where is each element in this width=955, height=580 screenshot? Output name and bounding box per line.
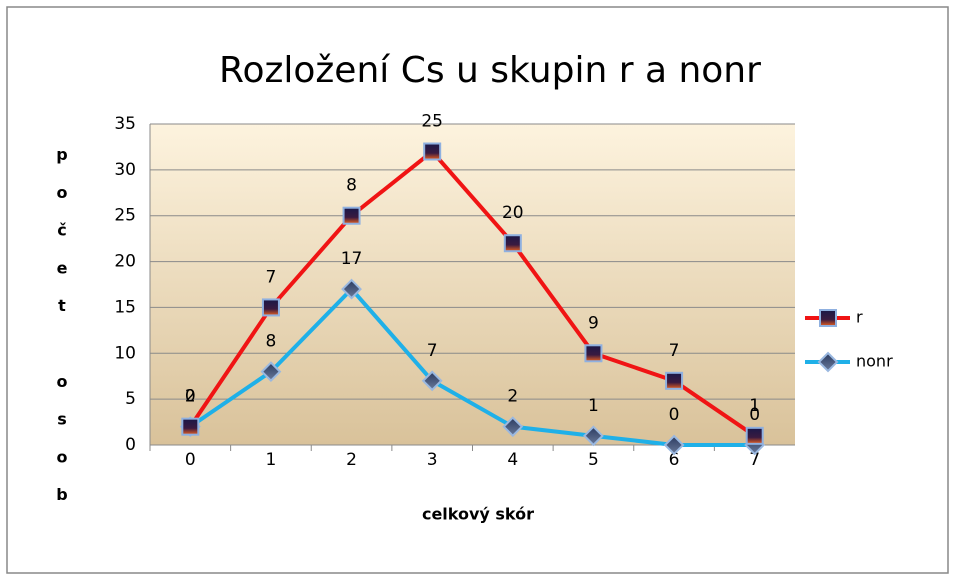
marker xyxy=(584,344,603,363)
marker xyxy=(421,370,443,392)
x-tick-label: 0 xyxy=(185,450,196,470)
x-tick-label: 4 xyxy=(507,450,518,470)
marker xyxy=(583,425,604,447)
series-line xyxy=(189,286,755,447)
series-line xyxy=(188,148,756,438)
x-tick-label: 3 xyxy=(427,450,438,470)
marker xyxy=(261,298,280,317)
data-label: 7 xyxy=(669,341,680,361)
data-label: 8 xyxy=(346,176,357,196)
marker xyxy=(817,351,839,373)
data-label: 2 xyxy=(185,387,196,407)
y-tick-label: 10 xyxy=(114,343,136,363)
marker xyxy=(663,434,685,456)
marker xyxy=(819,309,837,327)
y-tick-label: 15 xyxy=(114,297,136,317)
y-tick-label: 20 xyxy=(114,252,136,272)
x-tick-label: 7 xyxy=(749,450,760,470)
data-label: 20 xyxy=(502,203,524,223)
marker xyxy=(342,206,361,225)
legend-label: r xyxy=(856,308,863,327)
legend-label: nonr xyxy=(856,352,893,371)
marker xyxy=(181,417,200,436)
data-label: 9 xyxy=(588,313,599,333)
data-label: 0 xyxy=(185,387,196,407)
marker xyxy=(503,234,522,253)
data-label: 2 xyxy=(507,387,518,407)
data-label: 7 xyxy=(427,341,438,361)
data-label: 0 xyxy=(749,405,760,425)
chart-title: Rozložení Cs u skupin r a nonr xyxy=(219,50,761,91)
data-label: 17 xyxy=(341,249,363,269)
y-tick-label: 0 xyxy=(125,435,136,455)
data-label: 8 xyxy=(266,332,277,352)
y-tick-label: 30 xyxy=(114,160,136,180)
data-label: 1 xyxy=(749,396,760,416)
marker xyxy=(341,278,362,300)
x-tick-label: 6 xyxy=(669,450,680,470)
marker xyxy=(665,371,684,390)
x-axis-title: celkový skór xyxy=(422,505,534,524)
data-label: 1 xyxy=(588,396,599,416)
marker xyxy=(260,361,282,383)
x-tick-label: 5 xyxy=(588,450,599,470)
marker xyxy=(502,416,524,438)
marker xyxy=(423,142,442,161)
y-tick-label: 5 xyxy=(125,389,136,409)
data-label: 7 xyxy=(266,267,277,287)
data-label: 0 xyxy=(669,405,680,425)
y-tick-label: 25 xyxy=(114,206,136,226)
x-tick-label: 1 xyxy=(266,450,277,470)
y-tick-label: 35 xyxy=(114,114,136,134)
data-label: 25 xyxy=(421,112,443,132)
x-tick-label: 2 xyxy=(346,450,357,470)
marker xyxy=(745,426,764,445)
